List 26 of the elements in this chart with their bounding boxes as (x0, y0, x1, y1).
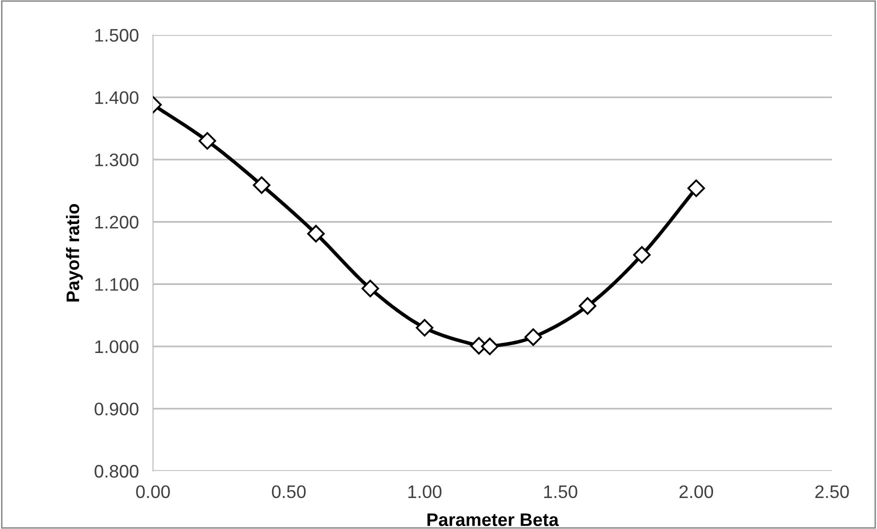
point (252, 176, 270, 194)
x-tick-label: 1.50 (544, 485, 578, 498)
x-axis-title: Parameter Beta (427, 513, 559, 526)
y-tick-label: 1.400 (95, 91, 138, 104)
x-tick-label: 0.00 (136, 485, 170, 498)
point (198, 132, 216, 150)
point (416, 318, 434, 337)
point (633, 246, 651, 264)
y-tick-label: 0.800 (94, 464, 138, 478)
y-tick-label: 1.000 (95, 340, 138, 354)
point (687, 179, 705, 197)
x-tick-label: 2.50 (815, 485, 849, 498)
y-tick-label: 0.900 (94, 402, 138, 416)
x-tick-label: 2.00 (680, 485, 714, 498)
point (481, 338, 499, 356)
x-tick-label: 0.50 (272, 485, 306, 498)
y-tick-label: 1.300 (95, 154, 138, 166)
y-tick-label: 1.200 (95, 216, 138, 229)
x-tick-label: 1.00 (408, 485, 442, 498)
point (524, 328, 542, 346)
point (578, 297, 596, 315)
point (307, 224, 325, 242)
y-tick-label: 1.500 (95, 28, 138, 42)
y-axis-title: Payoff ratio (66, 204, 83, 302)
point (362, 280, 380, 298)
y-tick-label: 1.100 (95, 278, 138, 291)
